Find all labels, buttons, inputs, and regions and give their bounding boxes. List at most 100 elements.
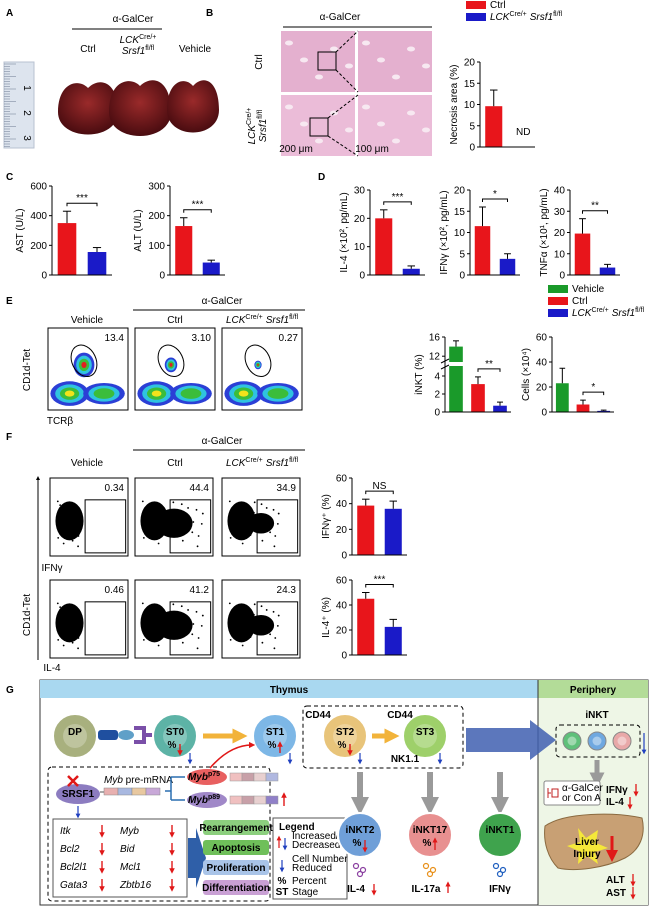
y-tick-label: 0: [434, 408, 440, 419]
event-dot: [67, 613, 70, 616]
isoform-label: Mybp89: [188, 794, 220, 806]
label-part: Cre/+: [246, 108, 253, 125]
bar: [357, 505, 375, 555]
event-dot: [250, 625, 253, 628]
stage-nucleus: [63, 724, 87, 748]
event-cloud: [247, 614, 275, 636]
gate-value: 24.3: [277, 585, 297, 596]
tissue-feature: [422, 127, 430, 133]
label-part: Srsf1: [258, 119, 269, 142]
label-part: pre-mRNA: [123, 775, 173, 786]
legend-swatch: [548, 285, 568, 293]
y-tick-label: 40: [554, 186, 566, 197]
event-dot: [257, 627, 260, 630]
gate: [169, 601, 212, 656]
density-blob: [257, 363, 259, 366]
column-label: Ctrl: [167, 315, 183, 326]
y-tick-label: 60: [336, 474, 348, 485]
thymus-header: [40, 680, 538, 698]
y-tick-label: 20: [454, 186, 466, 197]
gate-value: 0.34: [105, 483, 125, 494]
process-label: Apoptosis: [212, 843, 261, 854]
density-blob: [81, 361, 87, 368]
cytokine-granule: [352, 862, 360, 870]
event-dot: [62, 644, 65, 647]
tcr-glyph: [98, 730, 118, 740]
density-blob: [64, 390, 75, 397]
y-tick-label: 20: [354, 214, 366, 225]
bar: [357, 598, 375, 655]
diagram-legend-box: [272, 817, 348, 900]
label-part: LCK: [120, 35, 141, 46]
event-dot: [60, 528, 63, 531]
event-dot: [77, 535, 80, 537]
event-dot: [195, 508, 198, 511]
density-blob: [151, 390, 162, 397]
y-tick-label: 0: [559, 271, 565, 282]
event-dot: [238, 620, 241, 623]
stage-label: ST2: [336, 727, 355, 738]
mrna-segment: [103, 787, 119, 796]
event-dot: [61, 518, 63, 521]
subset-cell: [337, 812, 383, 858]
mrna-segment: [145, 787, 161, 796]
stage-cell: [252, 713, 298, 759]
gene-label: Itk: [60, 826, 72, 837]
event-dot: [168, 625, 171, 628]
y-tick-label: 0: [469, 143, 475, 154]
event-dot: [272, 508, 275, 511]
event-dot: [75, 623, 78, 625]
event-dot: [245, 520, 248, 522]
stage-label: DP: [68, 727, 82, 738]
y-axis-label: TNFα (×10¹, pg/mL): [539, 188, 550, 276]
axis-break: [439, 362, 511, 366]
bar: [87, 252, 107, 275]
event-dot: [233, 514, 235, 517]
enzyme-label: ALT: [606, 875, 625, 886]
event-dot: [249, 534, 252, 536]
zoom-line: [327, 94, 359, 119]
knockout-cross: [67, 775, 79, 787]
process-box: [203, 840, 269, 855]
density-blob: [267, 388, 289, 399]
event-dot: [73, 507, 76, 509]
gate-value: 34.9: [277, 483, 297, 494]
bar: [202, 262, 220, 275]
gate: [157, 344, 185, 378]
event-dot: [186, 619, 188, 622]
gene-label: Bcl2: [60, 844, 80, 855]
event-dot: [233, 616, 235, 619]
label-part: fl/fl: [289, 314, 298, 321]
x-axis-label: IFNγ: [41, 563, 62, 574]
periphery-cell-box: [555, 724, 641, 758]
tissue-feature: [362, 40, 370, 46]
event-dot: [69, 525, 72, 528]
event-dot: [229, 537, 232, 539]
gate-value: 0.27: [279, 333, 299, 344]
significance-label: ***: [192, 200, 204, 211]
isoform-protein: [187, 769, 227, 785]
srsf1-protein: [56, 784, 100, 804]
percent-symbol: %: [423, 838, 432, 849]
isoform-segment: [241, 772, 255, 782]
event-dot: [171, 511, 174, 514]
stimulus-label: α-GalCer: [562, 783, 603, 794]
event-dot: [234, 606, 236, 609]
tissue-feature: [377, 121, 385, 127]
event-dot: [195, 610, 198, 613]
bar: [574, 233, 591, 275]
tissue-feature: [407, 46, 415, 52]
cytokine-granule: [426, 870, 434, 878]
event-dot: [68, 603, 71, 606]
group-label: Ctrl: [80, 44, 96, 55]
ruler-label: 3: [21, 135, 32, 141]
label-part: LCK: [572, 308, 593, 319]
event-dot: [142, 537, 145, 539]
mrna-segment: [131, 787, 147, 796]
event-dot: [57, 628, 60, 631]
subset-label: iNKT17: [413, 825, 448, 836]
receptor-glyph: [134, 726, 152, 744]
label-part: Myb: [188, 795, 208, 806]
stage-nucleus: [333, 724, 357, 748]
